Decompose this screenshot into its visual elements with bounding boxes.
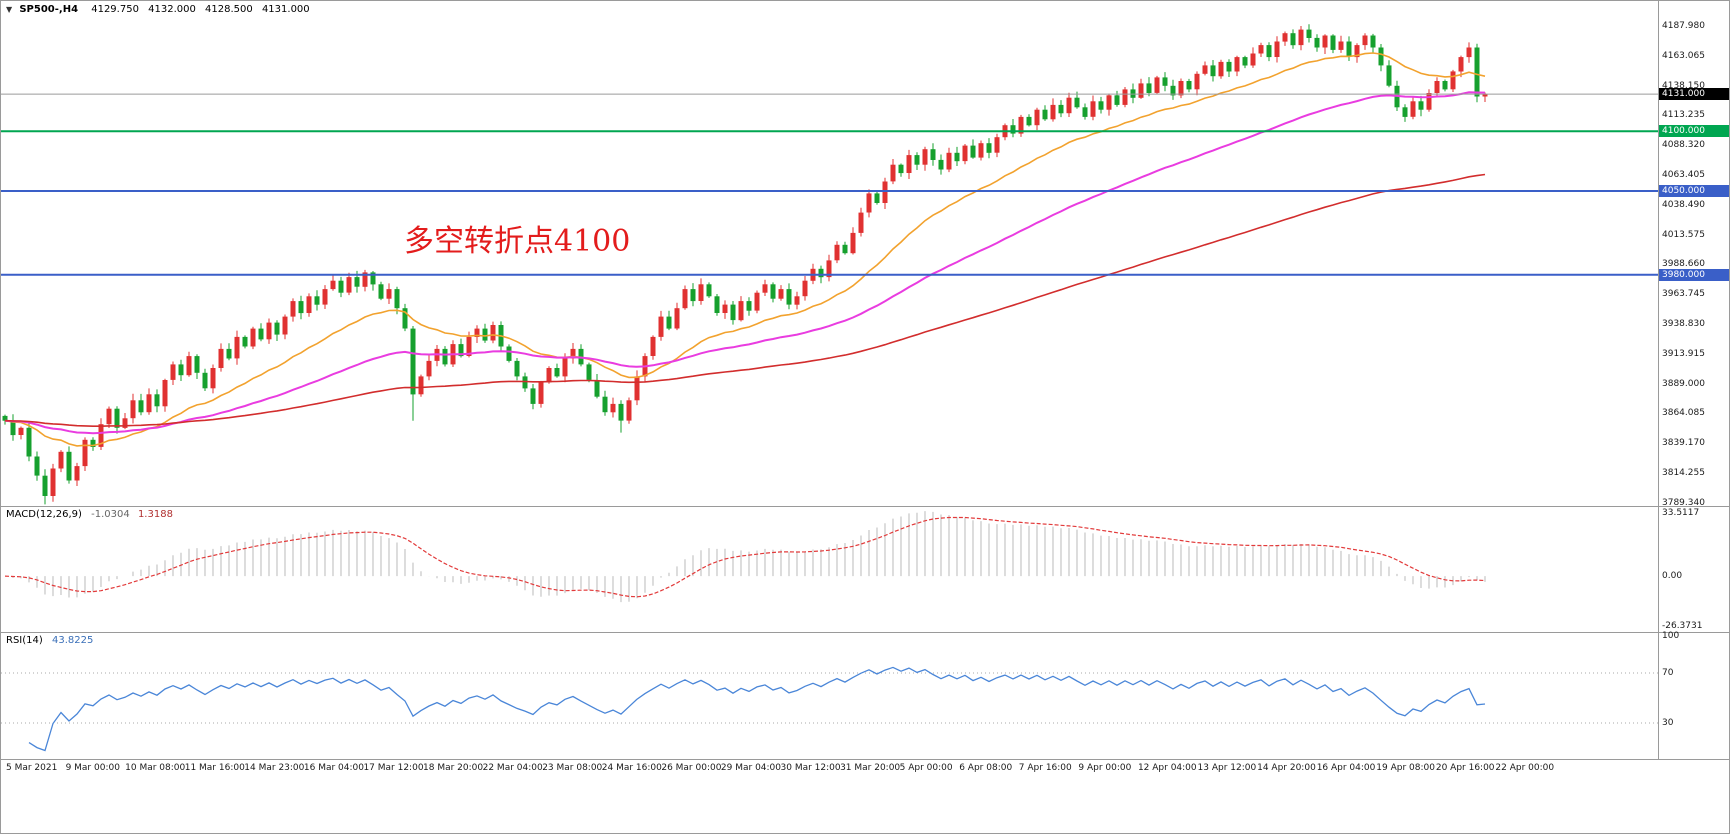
price-axis-label: 4138.150 [1662, 80, 1705, 91]
rsi-axis-label: 100 [1662, 630, 1680, 641]
rsi-axis-label: 70 [1662, 668, 1674, 678]
price-marker-3980: 3980.000 [1659, 268, 1729, 281]
macd-signal-value: 1.3188 [137, 509, 173, 520]
price-axis-label: 3814.255 [1662, 467, 1705, 478]
price-axis-label: 3938.830 [1662, 318, 1705, 329]
time-axis-label: 14 Mar 23:00 [244, 763, 305, 773]
readout-close: 4131.000 [261, 4, 310, 15]
price-axis-label: 3839.170 [1662, 438, 1705, 449]
time-axis-label: 14 Apr 20:00 [1257, 763, 1316, 773]
price-axis-label: 4187.980 [1662, 21, 1705, 31]
price-axis-label: 4038.490 [1662, 199, 1705, 210]
one-click-trading-arrow-icon[interactable]: ▼ [6, 5, 13, 14]
price-axis-label: 4163.065 [1662, 50, 1705, 61]
time-axis-label: 12 Apr 04:00 [1137, 763, 1197, 773]
ma-55-line [4, 91, 1486, 435]
time-axis-label: 26 Mar 00:00 [661, 763, 722, 773]
time-axis-label: 9 Apr 00:00 [1078, 763, 1132, 773]
macd-main-value: -1.0304 [91, 509, 130, 520]
price-axis-label: 3864.085 [1662, 408, 1705, 419]
readout-open: 4129.750 [91, 4, 139, 15]
time-axis-label: 13 Apr 12:00 [1197, 763, 1257, 773]
macd-axis-label: 0.00 [1662, 571, 1683, 582]
readout-low: 4128.500 [205, 4, 253, 15]
price-axis-label: 4113.235 [1662, 110, 1705, 121]
macd-histogram [12, 511, 1486, 603]
time-axis-label: 5 Apr 00:00 [899, 763, 953, 773]
time-axis-label: 23 Mar 08:00 [542, 763, 603, 773]
rsi-name: RSI(14) [6, 635, 43, 646]
price-marker-4100: 4100.000 [1659, 125, 1729, 138]
macd-axis-label: -26.3731 [1662, 620, 1703, 631]
time-axis-label: 29 Mar 04:00 [720, 763, 782, 773]
price-axis-label: 3789.340 [1662, 497, 1705, 508]
price-axis-label: 4063.405 [1662, 169, 1705, 180]
price-axis-label: 4013.575 [1662, 229, 1705, 240]
macd-signal-line [4, 516, 1486, 598]
readout-high: 4132.000 [148, 4, 196, 15]
candles-layer [2, 24, 1488, 505]
rsi-indicator-label: RSI(14) 43.8225 [6, 635, 93, 646]
time-axis-label: 18 Mar 20:00 [423, 763, 484, 773]
time-axis-label: 6 Apr 08:00 [959, 763, 1013, 773]
time-axis-label: 31 Mar 20:00 [840, 763, 901, 773]
macd-axis-label: 33.5117 [1662, 507, 1700, 518]
price-marker-4050: 4050.000 [1659, 185, 1729, 198]
panel-borders [1, 1, 1729, 760]
time-axis-label: 17 Mar 12:00 [363, 763, 424, 773]
ma-21-line [4, 52, 1486, 447]
macd-indicator-label: MACD(12,26,9) -1.0304 1.3188 [6, 509, 173, 520]
chart-header: ▼ SP500-,H4 4129.750 4132.000 4128.500 4… [6, 4, 316, 15]
price-axis-label: 3913.915 [1662, 348, 1705, 359]
time-axis-label: 7 Apr 16:00 [1018, 763, 1072, 773]
time-axis-label: 10 Mar 08:00 [125, 763, 186, 773]
symbol-timeframe: SP500-,H4 [19, 4, 79, 15]
price-axis-label: 3889.000 [1662, 378, 1705, 389]
time-axis-label: 22 Mar 04:00 [482, 763, 543, 773]
time-axis-label: 16 Mar 04:00 [303, 763, 364, 773]
chart-annotation-text: 多空转折点4100 [404, 224, 631, 259]
time-axis-label: 16 Apr 04:00 [1316, 763, 1376, 773]
price-axis-label: 4088.320 [1662, 140, 1705, 151]
ma-140-line [4, 173, 1486, 428]
rsi-line [28, 666, 1486, 752]
time-axis-label: 9 Mar 00:00 [65, 763, 120, 773]
time-axis-label: 11 Mar 16:00 [184, 763, 245, 773]
time-axis-label: 5 Mar 2021 [6, 763, 58, 773]
macd-name: MACD(12,26,9) [6, 509, 82, 520]
time-axis-label: 22 Apr 00:00 [1495, 763, 1555, 773]
rsi-value: 43.8225 [51, 635, 94, 646]
time-axis-label: 19 Apr 08:00 [1376, 763, 1435, 773]
time-axis-label: 24 Mar 16:00 [601, 763, 662, 773]
price-axis-label: 3963.745 [1662, 289, 1705, 300]
price-axis-label: 3988.660 [1662, 259, 1705, 270]
price-marker-4131: 4131.000 [1659, 88, 1729, 101]
time-axis-label: 20 Apr 16:00 [1435, 763, 1495, 773]
time-axis-label: 30 Mar 12:00 [780, 763, 841, 773]
rsi-axis-label: 30 [1662, 718, 1674, 728]
